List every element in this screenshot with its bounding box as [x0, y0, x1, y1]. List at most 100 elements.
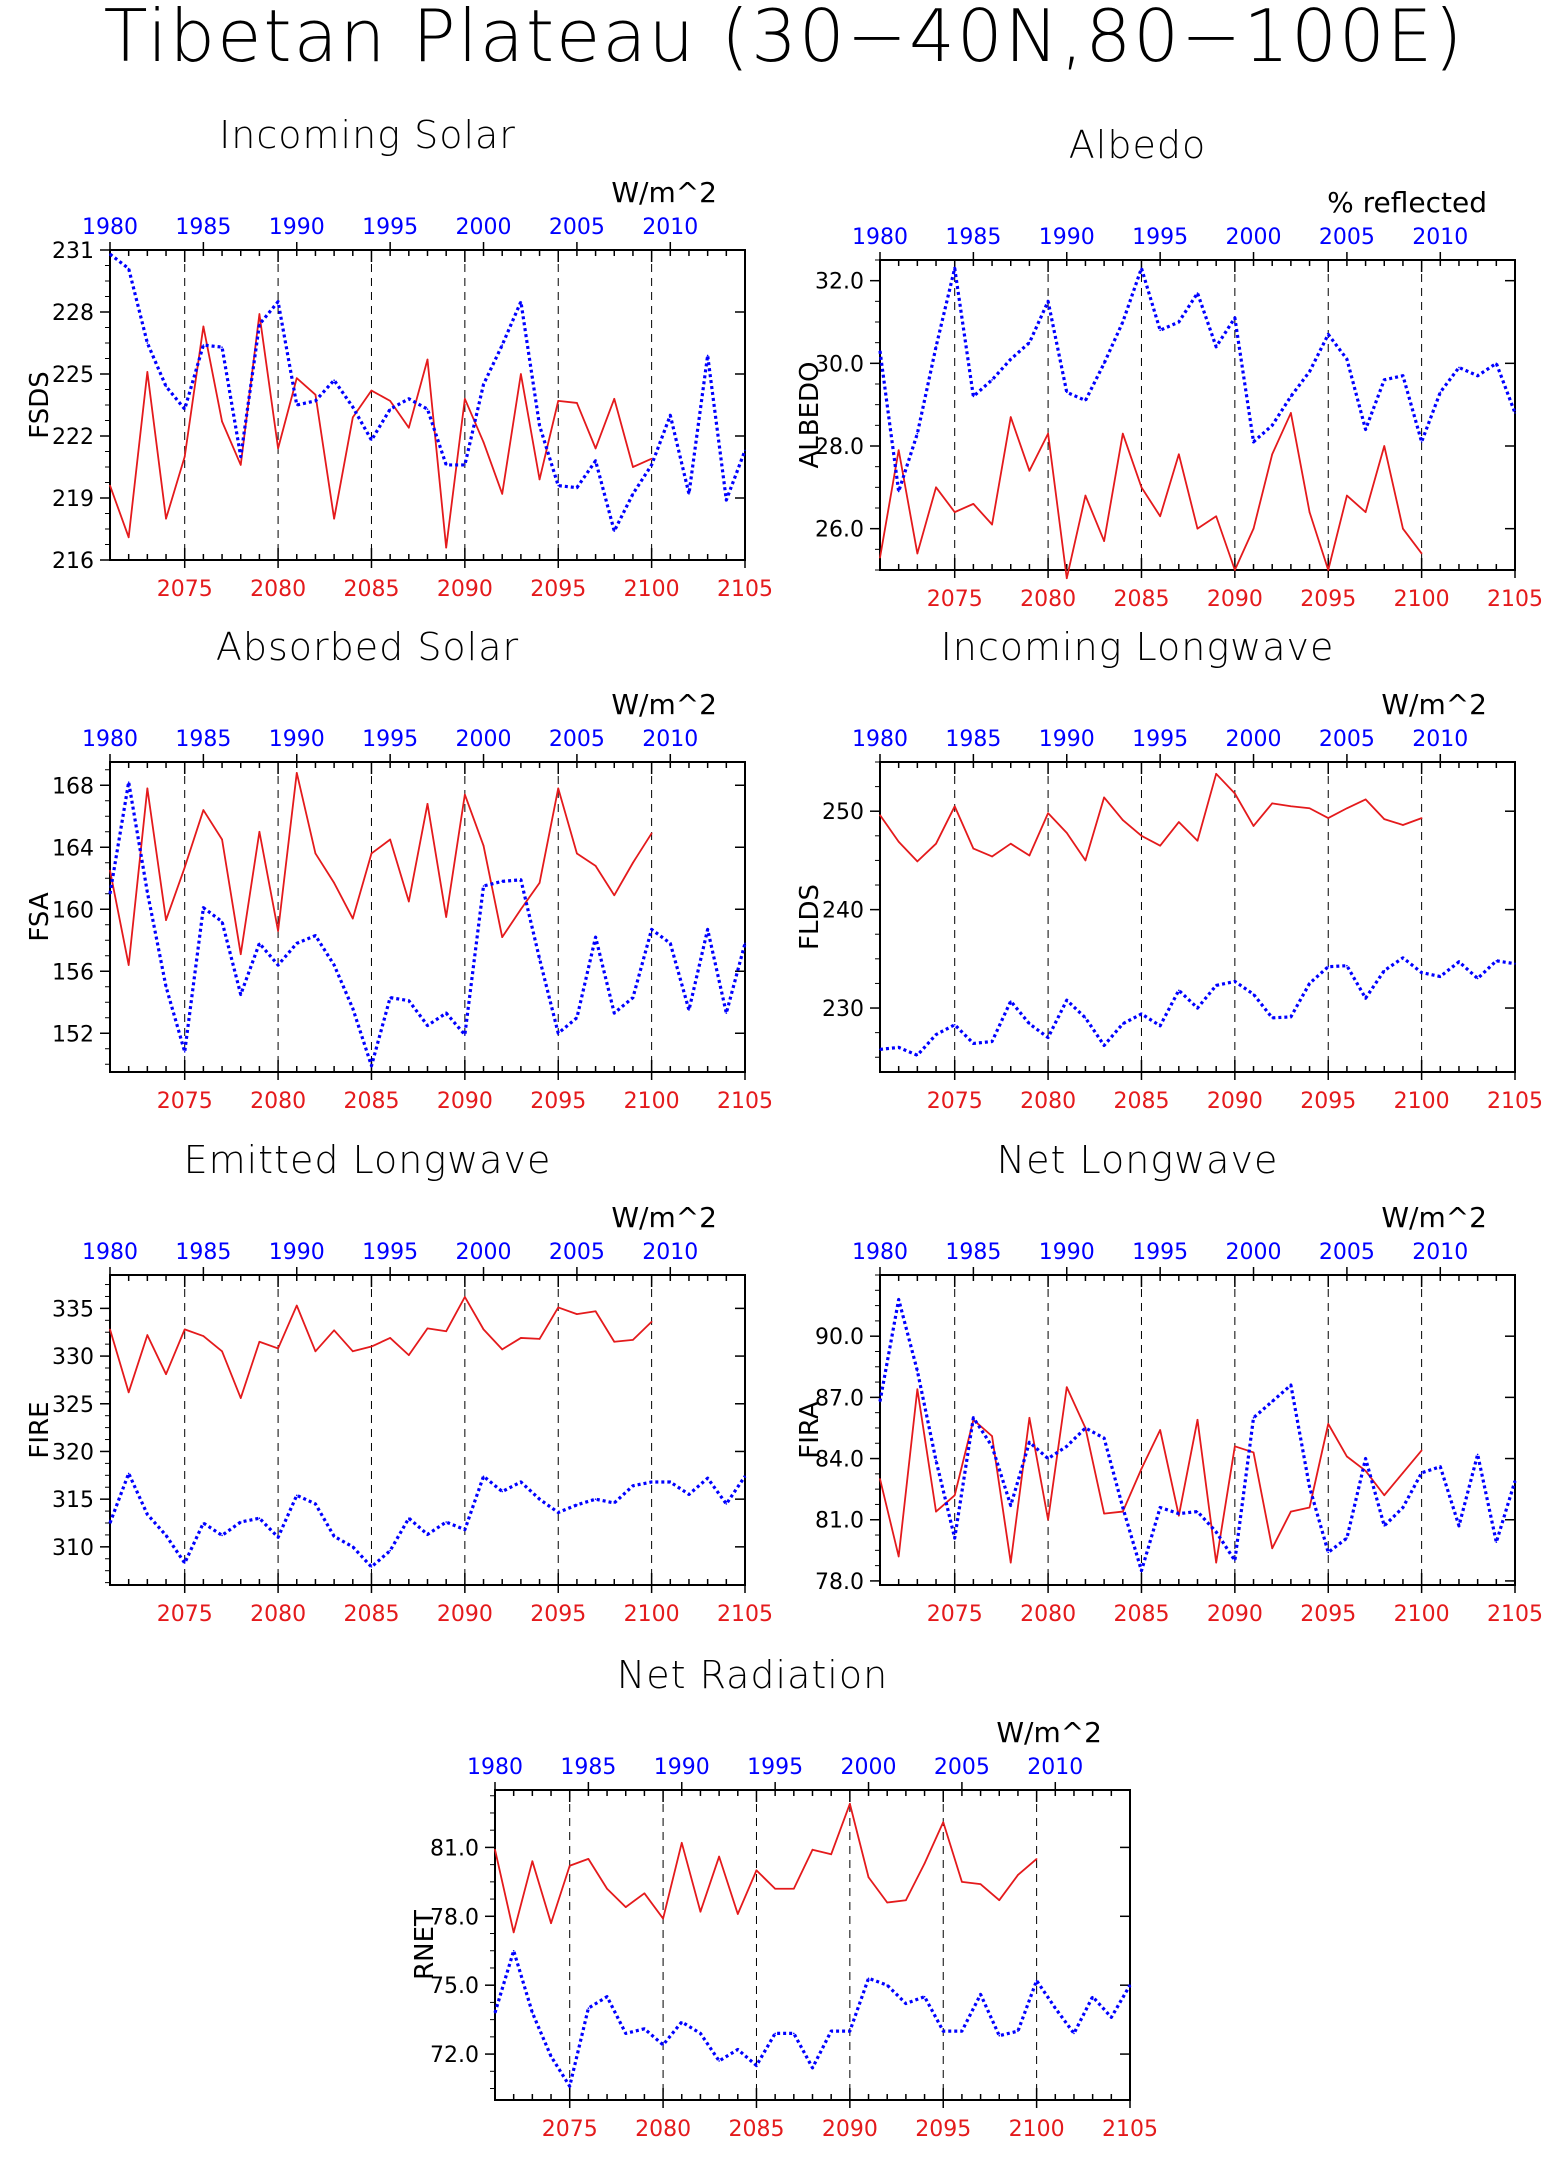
x-bottom-tick-label: 2105 — [717, 1602, 773, 1627]
data-point-historical — [351, 406, 354, 408]
data-point-historical — [1084, 1017, 1087, 1019]
x-top-tick-label: 1995 — [747, 1755, 803, 1780]
data-point-historical — [445, 1012, 447, 1014]
data-point-historical — [258, 942, 261, 945]
data-point-future — [632, 861, 634, 864]
data-point-historical — [1234, 1559, 1236, 1562]
data-point-historical — [1035, 1979, 1038, 1982]
data-point-future — [277, 930, 279, 932]
data-point-historical — [389, 1549, 391, 1552]
data-point-future — [587, 1858, 590, 1860]
data-point-historical — [916, 432, 919, 435]
data-point-future — [445, 916, 447, 918]
data-point-future — [1364, 798, 1367, 801]
y-tick-label: 156 — [52, 960, 94, 985]
data-point-future — [127, 964, 130, 966]
x-bottom-tick-label: 2100 — [1009, 2117, 1065, 2142]
data-point-historical — [725, 1503, 728, 1505]
data-point-historical — [221, 920, 223, 923]
data-point-historical — [1196, 292, 1199, 294]
data-point-future — [1252, 825, 1255, 827]
data-point-future — [202, 809, 205, 811]
data-point-future — [202, 1335, 205, 1337]
data-point-historical — [333, 1535, 335, 1538]
data-point-future — [183, 455, 186, 458]
data-point-future — [464, 398, 466, 400]
data-point-historical — [587, 2007, 590, 2009]
x-top-tick-label: 1990 — [1039, 225, 1095, 250]
data-point-historical — [1420, 1472, 1423, 1474]
x-top-tick-label: 1980 — [852, 1240, 908, 1265]
series-line-historical — [108, 1471, 747, 1569]
data-point-historical — [613, 1012, 616, 1014]
data-point-future — [333, 882, 335, 884]
data-point-historical — [669, 414, 672, 417]
data-point-future — [464, 793, 466, 796]
data-point-historical — [1495, 959, 1498, 962]
plot-frame — [879, 761, 1516, 1073]
data-point-historical — [879, 1400, 881, 1403]
data-point-future — [632, 1339, 634, 1341]
x-top-tick-label: 1995 — [1132, 1240, 1188, 1265]
y-tick-label: 228 — [52, 301, 94, 326]
x-bottom-tick-label: 2080 — [1020, 1089, 1076, 1114]
y-tick-label: 219 — [52, 487, 94, 512]
x-bottom-tick-label: 2090 — [1207, 1089, 1263, 1114]
data-point-historical — [351, 1546, 354, 1548]
data-point-historical — [1476, 977, 1479, 980]
data-point-future — [408, 426, 410, 429]
data-point-future — [1215, 515, 1217, 518]
data-point-future — [718, 1855, 720, 1858]
y-axis-label: FLDS — [795, 884, 825, 950]
data-point-future — [867, 1876, 870, 1879]
series-line-future — [109, 313, 652, 549]
data-point-historical — [736, 2048, 739, 2051]
x-top-tick-label: 1995 — [362, 727, 418, 752]
y-tick-label: 225 — [52, 363, 94, 388]
x-bottom-tick-label: 2075 — [157, 577, 213, 602]
data-point-future — [538, 478, 541, 481]
data-point-future — [897, 840, 900, 843]
data-point-future — [1308, 807, 1311, 810]
data-point-historical — [408, 398, 410, 400]
data-point-future — [1327, 817, 1330, 819]
data-point-historical — [557, 1511, 560, 1514]
x-top-tick-label: 2010 — [642, 727, 698, 752]
data-point-historical — [258, 323, 261, 326]
data-point-historical — [1364, 997, 1367, 999]
data-point-future — [426, 803, 429, 805]
data-point-historical — [1009, 358, 1012, 360]
x-top-tick-label: 1985 — [945, 1240, 1001, 1265]
data-point-historical — [464, 464, 466, 466]
data-point-historical — [643, 2028, 646, 2030]
series-line-future — [879, 772, 1422, 863]
data-point-historical — [1178, 989, 1180, 992]
data-point-historical — [774, 2032, 776, 2035]
data-point-future — [1035, 1858, 1038, 1860]
x-top-tick-label: 2005 — [549, 215, 605, 240]
data-point-historical — [953, 1537, 956, 1539]
x-top-tick-label: 2005 — [1319, 1240, 1375, 1265]
x-bottom-tick-label: 2095 — [1300, 1089, 1356, 1114]
data-point-historical — [1476, 1453, 1479, 1456]
data-point-future — [991, 1435, 993, 1437]
plot-frame — [494, 1789, 1131, 2101]
data-point-future — [109, 484, 111, 487]
data-point-historical — [1252, 441, 1255, 443]
data-point-future — [916, 552, 919, 555]
x-bottom-tick-label: 2080 — [250, 577, 306, 602]
x-top-tick-label: 2000 — [1226, 1240, 1282, 1265]
data-point-future — [183, 866, 186, 869]
data-point-future — [680, 1842, 683, 1844]
data-point-future — [351, 416, 354, 419]
x-bottom-tick-label: 2075 — [542, 2117, 598, 2142]
data-point-future — [109, 1328, 111, 1331]
data-point-historical — [1065, 391, 1068, 394]
x-bottom-tick-label: 2075 — [927, 587, 983, 612]
data-point-future — [557, 1306, 560, 1309]
data-point-historical — [183, 1051, 186, 1053]
data-point-future — [165, 517, 167, 520]
y-tick-label: 315 — [52, 1488, 94, 1513]
data-point-future — [482, 1328, 485, 1331]
x-top-tick-label: 2000 — [456, 1240, 512, 1265]
